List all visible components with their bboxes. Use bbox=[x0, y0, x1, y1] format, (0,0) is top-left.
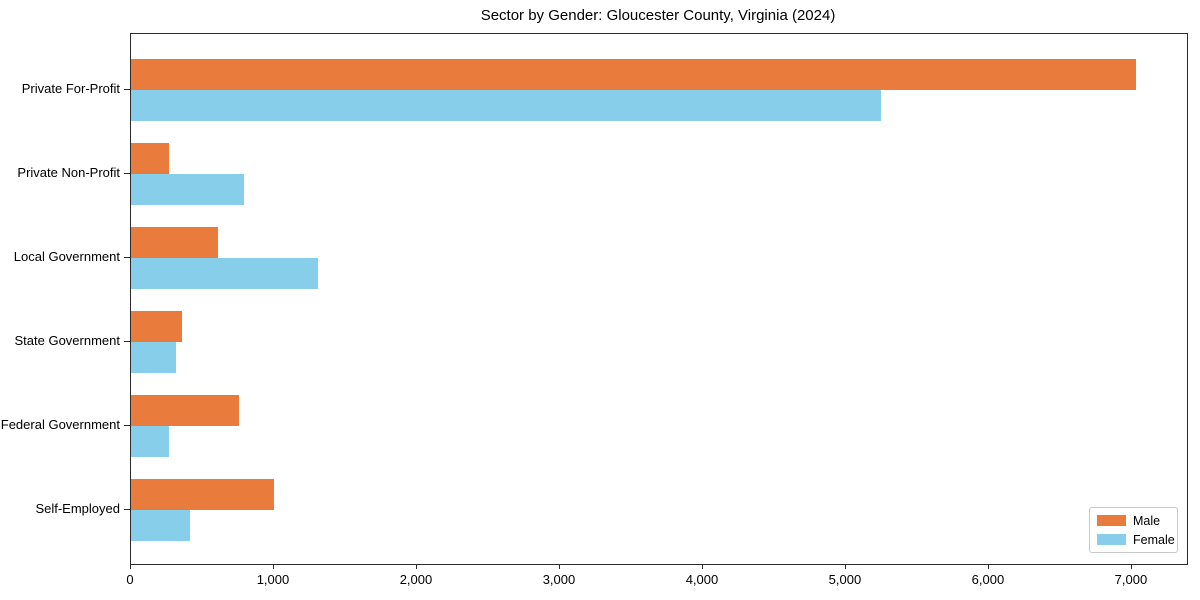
x-tick-mark bbox=[130, 564, 131, 569]
x-tick-mark bbox=[701, 564, 703, 569]
y-tick-mark bbox=[124, 425, 130, 426]
bar-male-3 bbox=[131, 311, 182, 342]
x-tick-label: 7,000 bbox=[1114, 572, 1148, 587]
chart-title: Sector by Gender: Gloucester County, Vir… bbox=[480, 7, 836, 24]
legend: Male Female bbox=[1089, 507, 1178, 553]
bar-female-5 bbox=[131, 510, 190, 541]
legend-swatch-male bbox=[1097, 515, 1126, 526]
legend-label: Female bbox=[1133, 532, 1175, 547]
bar-female-1 bbox=[131, 174, 244, 205]
bar-female-2 bbox=[131, 258, 319, 289]
x-tick-label: 1,000 bbox=[256, 572, 290, 587]
x-tick-mark bbox=[558, 564, 560, 569]
bar-male-5 bbox=[131, 479, 274, 510]
y-tick-mark bbox=[124, 89, 130, 90]
y-tick-mark bbox=[124, 509, 130, 510]
bar-female-4 bbox=[131, 426, 169, 457]
x-tick-mark bbox=[844, 564, 846, 569]
x-tick-label: 3,000 bbox=[542, 572, 576, 587]
legend-swatch-female bbox=[1097, 534, 1126, 545]
bar-male-2 bbox=[131, 227, 219, 258]
x-tick-label: 5,000 bbox=[828, 572, 862, 587]
y-tick-mark bbox=[124, 257, 130, 258]
bar-male-1 bbox=[131, 143, 169, 174]
legend-label: Male bbox=[1133, 513, 1161, 528]
legend-item-male: Male bbox=[1097, 514, 1177, 528]
x-tick-label: 2,000 bbox=[399, 572, 433, 587]
x-tick-mark bbox=[987, 564, 989, 569]
y-tick-label: Local Government bbox=[13, 249, 120, 264]
y-tick-label: Private For-Profit bbox=[21, 81, 120, 96]
y-tick-label: Federal Government bbox=[0, 417, 120, 432]
x-tick-label: 4,000 bbox=[685, 572, 719, 587]
y-tick-mark bbox=[124, 341, 130, 342]
bar-male-4 bbox=[131, 395, 239, 426]
x-tick-label: 6,000 bbox=[971, 572, 1005, 587]
y-tick-mark bbox=[124, 173, 130, 174]
legend-item-female: Female bbox=[1097, 533, 1177, 547]
bar-male-0 bbox=[131, 59, 1137, 90]
bar-female-3 bbox=[131, 342, 177, 373]
bar-female-0 bbox=[131, 90, 881, 121]
plot-area bbox=[130, 33, 1188, 565]
y-tick-label: Self-Employed bbox=[35, 501, 120, 516]
x-tick-mark bbox=[1130, 564, 1132, 569]
y-tick-label: State Government bbox=[14, 333, 121, 348]
x-tick-mark bbox=[415, 564, 417, 569]
x-tick-mark bbox=[272, 564, 274, 569]
x-tick-label: 0 bbox=[126, 572, 134, 587]
y-tick-label: Private Non-Profit bbox=[17, 165, 120, 180]
